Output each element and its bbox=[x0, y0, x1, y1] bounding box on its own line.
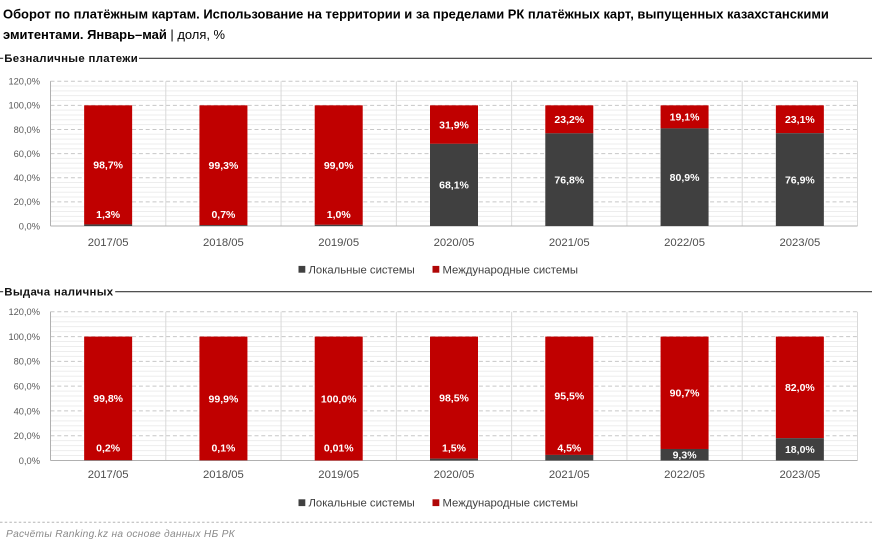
svg-text:99,9%: 99,9% bbox=[209, 393, 239, 405]
svg-text:0,7%: 0,7% bbox=[211, 209, 236, 221]
svg-text:2018/05: 2018/05 bbox=[203, 469, 244, 481]
svg-text:68,1%: 68,1% bbox=[439, 180, 469, 192]
svg-text:90,7%: 90,7% bbox=[670, 388, 700, 400]
svg-text:99,3%: 99,3% bbox=[209, 160, 239, 172]
svg-text:99,8%: 99,8% bbox=[93, 393, 123, 405]
svg-text:2020/05: 2020/05 bbox=[434, 237, 475, 249]
svg-text:Локальные системы: Локальные системы bbox=[309, 264, 415, 276]
svg-text:20,0%: 20,0% bbox=[14, 431, 40, 441]
svg-text:76,8%: 76,8% bbox=[554, 174, 584, 186]
svg-text:80,0%: 80,0% bbox=[14, 357, 40, 367]
svg-text:100,0%: 100,0% bbox=[8, 332, 40, 342]
svg-text:18,0%: 18,0% bbox=[785, 444, 815, 456]
svg-text:2023/05: 2023/05 bbox=[779, 237, 820, 249]
svg-text:120,0%: 120,0% bbox=[8, 307, 40, 317]
svg-text:2021/05: 2021/05 bbox=[549, 469, 590, 481]
svg-text:1,3%: 1,3% bbox=[96, 209, 121, 221]
svg-text:1,5%: 1,5% bbox=[442, 442, 467, 454]
svg-text:76,9%: 76,9% bbox=[785, 174, 815, 186]
svg-text:2019/05: 2019/05 bbox=[318, 237, 359, 249]
svg-text:4,5%: 4,5% bbox=[557, 443, 582, 455]
svg-text:2021/05: 2021/05 bbox=[549, 237, 590, 249]
svg-text:60,0%: 60,0% bbox=[14, 149, 40, 159]
svg-text:95,5%: 95,5% bbox=[554, 391, 584, 403]
svg-text:2019/05: 2019/05 bbox=[318, 469, 359, 481]
svg-text:60,0%: 60,0% bbox=[14, 382, 40, 392]
svg-text:Безналичные платежи: Безналичные платежи bbox=[4, 53, 138, 65]
svg-text:0,1%: 0,1% bbox=[211, 442, 236, 454]
svg-text:0,2%: 0,2% bbox=[96, 442, 121, 454]
svg-text:2017/05: 2017/05 bbox=[88, 237, 129, 249]
svg-text:99,0%: 99,0% bbox=[324, 160, 354, 172]
svg-text:Международные системы: Международные системы bbox=[443, 264, 579, 276]
svg-text:31,9%: 31,9% bbox=[439, 119, 469, 131]
svg-text:98,7%: 98,7% bbox=[93, 160, 123, 172]
svg-text:80,0%: 80,0% bbox=[14, 125, 40, 135]
svg-text:2017/05: 2017/05 bbox=[88, 469, 129, 481]
svg-text:2018/05: 2018/05 bbox=[203, 237, 244, 249]
svg-text:40,0%: 40,0% bbox=[14, 173, 40, 183]
svg-text:Локальные системы: Локальные системы bbox=[309, 498, 415, 510]
svg-text:1,0%: 1,0% bbox=[327, 209, 352, 221]
svg-text:100,0%: 100,0% bbox=[321, 393, 357, 405]
svg-text:Расчёты Ranking.kz на основе д: Расчёты Ranking.kz на основе данных НБ Р… bbox=[6, 529, 236, 540]
svg-text:Выдача наличных: Выдача наличных bbox=[4, 286, 114, 298]
svg-text:0,0%: 0,0% bbox=[19, 221, 40, 231]
svg-text:2022/05: 2022/05 bbox=[664, 469, 705, 481]
svg-text:19,1%: 19,1% bbox=[670, 112, 700, 124]
svg-text:100,0%: 100,0% bbox=[8, 101, 40, 111]
svg-text:20,0%: 20,0% bbox=[14, 197, 40, 207]
svg-text:эмитентами. Январь–май | доля,: эмитентами. Январь–май | доля, % bbox=[3, 27, 226, 42]
svg-text:Международные системы: Международные системы bbox=[443, 498, 579, 510]
svg-text:Оборот по платёжным картам. Ис: Оборот по платёжным картам. Использовани… bbox=[3, 7, 829, 22]
svg-text:23,1%: 23,1% bbox=[785, 114, 815, 126]
svg-text:98,5%: 98,5% bbox=[439, 392, 469, 404]
svg-text:2023/05: 2023/05 bbox=[779, 469, 820, 481]
svg-text:0,0%: 0,0% bbox=[19, 456, 40, 466]
svg-text:2020/05: 2020/05 bbox=[434, 469, 475, 481]
svg-text:0,01%: 0,01% bbox=[324, 442, 354, 454]
svg-text:9,3%: 9,3% bbox=[673, 450, 698, 462]
svg-text:80,9%: 80,9% bbox=[670, 172, 700, 184]
svg-text:40,0%: 40,0% bbox=[14, 406, 40, 416]
svg-text:120,0%: 120,0% bbox=[8, 77, 40, 87]
svg-text:82,0%: 82,0% bbox=[785, 382, 815, 394]
svg-text:23,2%: 23,2% bbox=[554, 114, 584, 126]
svg-text:2022/05: 2022/05 bbox=[664, 237, 705, 249]
